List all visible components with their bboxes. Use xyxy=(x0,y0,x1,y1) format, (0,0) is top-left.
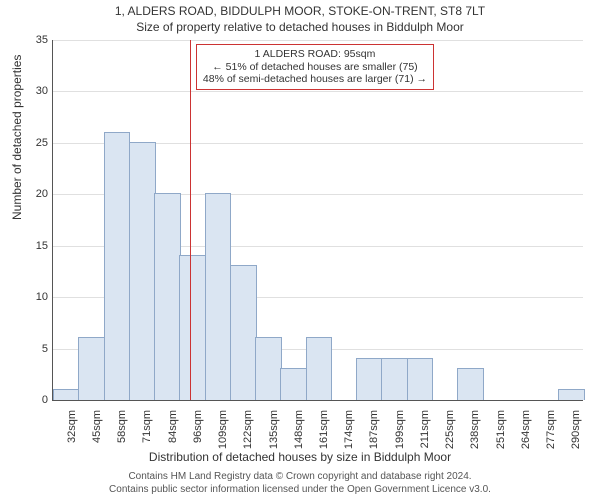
y-tick-label: 20 xyxy=(36,188,53,200)
x-tick-label: 32sqm xyxy=(66,410,78,443)
x-tick-label: 251sqm xyxy=(495,410,507,449)
y-tick-label: 35 xyxy=(36,34,53,46)
histogram-bar xyxy=(381,358,408,400)
histogram-bar xyxy=(255,337,282,400)
x-tick-label: 199sqm xyxy=(394,410,406,449)
x-tick-label: 290sqm xyxy=(570,410,582,449)
info-box: 1 ALDERS ROAD: 95sqm← 51% of detached ho… xyxy=(196,44,434,90)
histogram-bar xyxy=(104,132,131,400)
histogram-bar xyxy=(154,193,181,400)
x-tick-label: 211sqm xyxy=(419,410,431,448)
chart-container: 1, ALDERS ROAD, BIDDULPH MOOR, STOKE-ON-… xyxy=(0,0,600,500)
info-box-line: 48% of semi-detached houses are larger (… xyxy=(203,73,427,86)
x-tick-label: 109sqm xyxy=(217,410,229,449)
chart-subtitle: Size of property relative to detached ho… xyxy=(0,20,600,34)
histogram-bar xyxy=(129,142,156,400)
x-tick-label: 96sqm xyxy=(192,410,204,443)
histogram-bar xyxy=(179,255,206,400)
histogram-bar xyxy=(558,389,585,400)
info-box-line: 1 ALDERS ROAD: 95sqm xyxy=(203,48,427,61)
histogram-bar xyxy=(407,358,434,400)
y-tick-label: 30 xyxy=(36,85,53,97)
histogram-bar xyxy=(78,337,105,400)
x-tick-label: 174sqm xyxy=(343,410,355,449)
histogram-bar xyxy=(306,337,333,400)
histogram-bar xyxy=(457,368,484,400)
histogram-bar xyxy=(280,368,307,400)
histogram-bar xyxy=(356,358,383,400)
footer-line-2: Contains public sector information licen… xyxy=(0,484,600,497)
info-box-line: ← 51% of detached houses are smaller (75… xyxy=(203,61,427,74)
grid-line xyxy=(53,91,583,92)
histogram-bar xyxy=(230,265,257,400)
histogram-bar xyxy=(205,193,232,400)
histogram-bar xyxy=(53,389,80,400)
x-tick-label: 148sqm xyxy=(293,410,305,449)
y-tick-label: 0 xyxy=(42,394,53,406)
x-tick-label: 58sqm xyxy=(116,410,128,443)
footer-text: Contains HM Land Registry data © Crown c… xyxy=(0,471,600,496)
x-tick-label: 238sqm xyxy=(469,410,481,449)
marker-line xyxy=(190,40,191,400)
y-tick-label: 10 xyxy=(36,291,53,303)
x-tick-label: 187sqm xyxy=(368,410,380,449)
x-tick-label: 225sqm xyxy=(444,410,456,449)
y-tick-label: 5 xyxy=(42,343,53,355)
y-tick-label: 15 xyxy=(36,240,53,252)
x-tick-label: 135sqm xyxy=(268,410,280,449)
plot-area: 0510152025303532sqm45sqm58sqm71sqm84sqm9… xyxy=(52,40,583,401)
x-tick-label: 71sqm xyxy=(141,410,153,443)
x-axis-title: Distribution of detached houses by size … xyxy=(0,450,600,464)
x-tick-label: 84sqm xyxy=(167,410,179,443)
footer-line-1: Contains HM Land Registry data © Crown c… xyxy=(0,471,600,484)
x-tick-label: 264sqm xyxy=(520,410,532,449)
chart-title: 1, ALDERS ROAD, BIDDULPH MOOR, STOKE-ON-… xyxy=(0,4,600,18)
x-tick-label: 122sqm xyxy=(242,410,254,449)
y-axis-title: Number of detached properties xyxy=(10,55,24,220)
grid-line xyxy=(53,40,583,41)
x-tick-label: 45sqm xyxy=(91,410,103,443)
y-tick-label: 25 xyxy=(36,137,53,149)
x-tick-label: 277sqm xyxy=(545,410,557,449)
x-tick-label: 161sqm xyxy=(318,410,330,449)
